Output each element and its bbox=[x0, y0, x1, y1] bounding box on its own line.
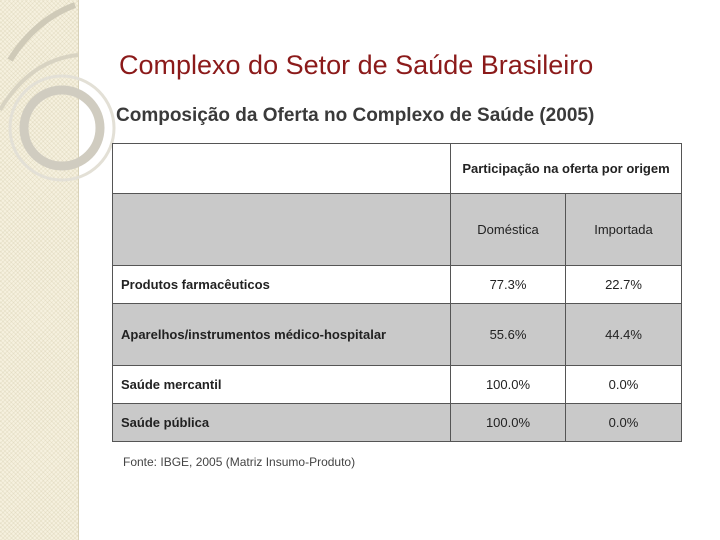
cell-importada: 0.0% bbox=[565, 365, 682, 404]
supply-composition-table: Participação na oferta por origem Domést… bbox=[112, 143, 682, 442]
cell-importada: 0.0% bbox=[565, 403, 682, 442]
table-row: Saúde mercantil 100.0% 0.0% bbox=[112, 365, 682, 404]
table-heading: Composição da Oferta no Complexo de Saúd… bbox=[116, 105, 595, 126]
group-header: Participação na oferta por origem bbox=[450, 143, 682, 194]
cell-domestica: 100.0% bbox=[450, 403, 566, 442]
cell-importada: 22.7% bbox=[565, 265, 682, 304]
decorative-side-band bbox=[0, 0, 79, 540]
row-label: Saúde mercantil bbox=[112, 365, 451, 404]
slide-title: Complexo do Setor de Saúde Brasileiro bbox=[119, 50, 594, 80]
column-header-importada: Importada bbox=[565, 193, 682, 266]
table-row: Saúde pública 100.0% 0.0% bbox=[112, 403, 682, 442]
row-label: Aparelhos/instrumentos médico-hospitalar bbox=[112, 303, 451, 366]
cell-domestica: 100.0% bbox=[450, 365, 566, 404]
row-label: Saúde pública bbox=[112, 403, 451, 442]
cell-domestica: 55.6% bbox=[450, 303, 566, 366]
table-subheader-row: Doméstica Importada bbox=[112, 193, 682, 266]
table-header-row: Participação na oferta por origem bbox=[112, 143, 682, 194]
cell-domestica: 77.3% bbox=[450, 265, 566, 304]
source-note: Fonte: IBGE, 2005 (Matriz Insumo-Produto… bbox=[123, 455, 356, 469]
cell-importada: 44.4% bbox=[565, 303, 682, 366]
empty-subheader-cell bbox=[112, 193, 451, 266]
column-header-domestica: Doméstica bbox=[450, 193, 566, 266]
row-label: Produtos farmacêuticos bbox=[112, 265, 451, 304]
empty-corner-cell bbox=[112, 143, 451, 194]
table-row: Aparelhos/instrumentos médico-hospitalar… bbox=[112, 303, 682, 366]
table-row: Produtos farmacêuticos 77.3% 22.7% bbox=[112, 265, 682, 304]
